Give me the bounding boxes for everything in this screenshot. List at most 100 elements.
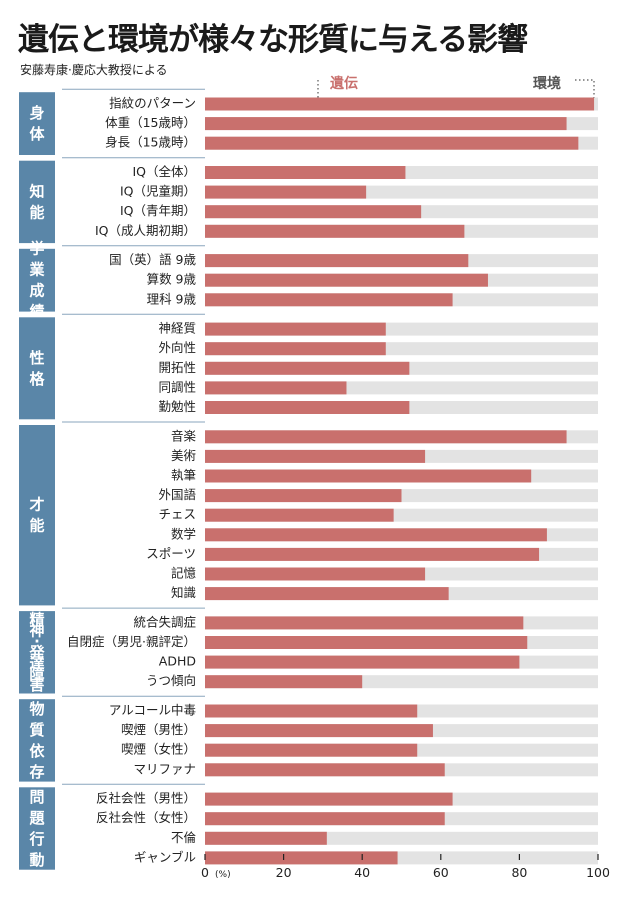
category-label-3: 性格	[29, 348, 45, 387]
row-label-0-0: 指紋のパターン	[109, 96, 196, 111]
row-label-6-1: 喫煙（男性）	[121, 722, 196, 737]
bar-genetic-6-1	[205, 724, 433, 738]
row-label-2-1: 算数 9歳	[147, 272, 197, 287]
row-label-7-3: ギャンブル	[134, 849, 196, 864]
category-label-1: 知能	[29, 182, 44, 221]
row-label-7-2: 不倫	[171, 830, 197, 845]
bar-genetic-3-3	[205, 381, 347, 395]
bar-genetic-4-5	[205, 528, 547, 542]
bar-genetic-4-7	[205, 567, 426, 581]
row-label-6-0: アルコール中毒	[109, 703, 196, 718]
row-label-3-3: 同調性	[158, 379, 196, 394]
x-tick-label-1: 20	[276, 865, 292, 880]
category-label-7: 問題行動	[28, 788, 45, 869]
row-label-4-1: 美術	[171, 448, 196, 463]
chart-subtitle: 安藤寿康·慶応大教授による	[20, 63, 168, 77]
x-tick-label-4: 80	[511, 865, 527, 880]
category-label-0: 身体	[29, 104, 45, 143]
x-tick-label-2: 40	[354, 865, 370, 880]
row-label-6-3: マリファナ	[133, 761, 196, 776]
row-label-0-1: 体重（15歳時）	[105, 115, 196, 130]
row-label-3-4: 勤勉性	[158, 399, 196, 414]
bar-genetic-5-0	[205, 616, 524, 630]
bar-genetic-3-1	[205, 342, 386, 356]
row-label-4-2: 執筆	[171, 468, 196, 483]
row-label-4-7: 記憶	[171, 566, 197, 581]
category-box-7	[19, 787, 55, 870]
row-label-4-3: 外国語	[158, 487, 196, 502]
bar-genetic-5-2	[205, 655, 520, 669]
row-label-1-0: IQ（全体）	[132, 164, 196, 179]
bar-genetic-2-0	[205, 254, 469, 268]
row-label-4-6: スポーツ	[146, 546, 196, 561]
row-label-5-3: うつ傾向	[146, 673, 196, 688]
bar-genetic-1-0	[205, 166, 406, 179]
row-label-2-0: 国（英）語 9歳	[109, 252, 196, 267]
bar-genetic-3-0	[205, 322, 386, 336]
legend-environment-leader	[575, 79, 595, 101]
category-label-4: 才能	[29, 495, 44, 534]
bar-genetic-4-4	[205, 508, 394, 522]
x-unit-label: (%)	[215, 870, 231, 880]
bar-genetic-1-3	[205, 224, 465, 238]
bar-genetic-2-1	[205, 273, 488, 287]
row-label-7-0: 反社会性（男性）	[96, 791, 196, 806]
category-box-5	[19, 611, 55, 694]
bar-genetic-4-1	[205, 449, 426, 463]
bar-genetic-0-1	[205, 117, 567, 131]
bar-genetic-5-1	[205, 636, 528, 649]
bar-genetic-5-3	[205, 675, 363, 689]
x-tick-label-3: 60	[433, 865, 449, 880]
bar-genetic-1-2	[205, 205, 422, 219]
x-tick-label-5: 100	[586, 865, 610, 880]
row-label-0-2: 身長（15歳時）	[105, 135, 196, 150]
bar-genetic-4-0	[205, 430, 567, 444]
row-label-5-1: 自閉症（男児·親評定）	[67, 634, 196, 649]
bar-genetic-6-3	[205, 763, 445, 777]
bar-genetic-7-1	[205, 812, 445, 826]
row-label-2-2: 理科 9歳	[147, 291, 197, 306]
bar-genetic-4-6	[205, 547, 540, 561]
bar-genetic-4-2	[205, 469, 532, 483]
row-label-7-1: 反社会性（女性）	[96, 810, 196, 825]
x-tick-label-0: 0	[201, 865, 209, 880]
category-box-1	[19, 160, 55, 244]
row-label-4-4: チェス	[158, 507, 196, 522]
row-label-5-0: 統合失調症	[133, 614, 196, 629]
row-label-5-2: ADHD	[159, 654, 196, 669]
bar-genetic-0-0	[205, 97, 595, 111]
category-box-3	[19, 317, 55, 420]
bar-genetic-2-2	[205, 293, 453, 307]
bar-genetic-3-2	[205, 361, 410, 375]
row-label-3-2: 開拓性	[158, 360, 196, 375]
bar-genetic-0-2	[205, 136, 579, 150]
row-label-1-1: IQ（児童期）	[120, 184, 196, 199]
row-label-3-1: 外向性	[158, 340, 196, 355]
bar-genetic-6-2	[205, 743, 418, 757]
bar-genetic-4-3	[205, 489, 402, 503]
row-label-6-2: 喫煙（女性）	[121, 742, 196, 757]
bar-genetic-7-2	[205, 831, 327, 845]
category-label-2: 学業成績	[28, 239, 45, 320]
category-box-4	[19, 425, 55, 606]
bar-genetic-3-4	[205, 401, 410, 414]
bar-genetic-7-0	[205, 792, 453, 806]
category-box-2	[19, 248, 55, 312]
row-label-4-5: 数学	[171, 526, 196, 541]
chart-title: 遺伝と環境が様々な形質に与える影響	[18, 22, 528, 58]
row-label-4-8: 知識	[171, 585, 196, 600]
bar-genetic-7-3	[205, 851, 398, 865]
category-label-6: 物質依存	[29, 699, 45, 780]
row-label-1-2: IQ（青年期）	[120, 203, 196, 218]
row-label-3-0: 神経質	[158, 321, 196, 336]
category-label-5: 精神·発達障害	[28, 610, 45, 693]
legend-genetic: 遺伝	[330, 75, 358, 92]
category-box-6	[19, 699, 55, 782]
category-box-0	[19, 92, 55, 155]
row-label-4-0: 音楽	[171, 428, 197, 443]
bar-genetic-4-8	[205, 587, 449, 601]
legend-environment: 環境	[533, 75, 561, 92]
bar-genetic-1-1	[205, 185, 367, 199]
row-label-1-3: IQ（成人期初期）	[95, 223, 196, 238]
